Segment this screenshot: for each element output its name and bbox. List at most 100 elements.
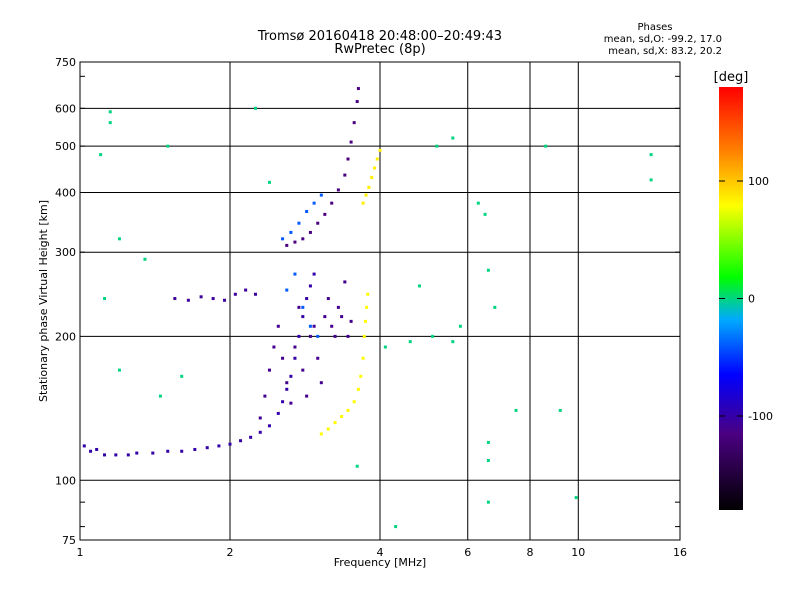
data-point bbox=[493, 305, 497, 309]
x-tick-label: 6 bbox=[464, 546, 471, 559]
x-tick-label: 1 bbox=[77, 546, 84, 559]
data-point bbox=[308, 334, 312, 338]
data-point bbox=[451, 136, 455, 140]
data-point bbox=[117, 237, 121, 241]
data-point bbox=[364, 193, 368, 197]
data-point bbox=[228, 442, 232, 446]
data-point bbox=[301, 315, 305, 319]
data-point bbox=[346, 334, 350, 338]
data-point bbox=[356, 387, 360, 391]
data-point bbox=[301, 305, 305, 309]
data-point bbox=[323, 315, 327, 319]
data-point bbox=[249, 435, 253, 439]
data-point bbox=[293, 345, 297, 349]
y-tick-label: 300 bbox=[55, 246, 76, 259]
chart-subtitle: RwPretec (8p) bbox=[334, 42, 425, 57]
data-point bbox=[574, 496, 578, 500]
data-point bbox=[330, 324, 334, 328]
data-point bbox=[285, 243, 289, 247]
data-point bbox=[233, 292, 237, 296]
data-point bbox=[316, 221, 320, 225]
data-point bbox=[205, 446, 209, 450]
data-point bbox=[330, 201, 334, 205]
data-point bbox=[114, 453, 118, 457]
x-tick-label: 8 bbox=[527, 546, 534, 559]
data-point bbox=[267, 424, 271, 428]
data-point bbox=[417, 284, 421, 288]
data-point bbox=[323, 212, 327, 216]
data-point bbox=[356, 87, 360, 91]
data-point bbox=[362, 334, 366, 338]
data-point bbox=[367, 185, 371, 189]
phases-mean-o: mean, sd,O: -99.2, 17.0 bbox=[604, 34, 722, 45]
data-point bbox=[95, 447, 99, 451]
data-point bbox=[343, 280, 347, 284]
data-point bbox=[346, 408, 350, 412]
data-point bbox=[258, 416, 262, 420]
data-point bbox=[333, 334, 337, 338]
data-point bbox=[158, 394, 162, 398]
data-point bbox=[326, 297, 330, 301]
data-point bbox=[378, 148, 382, 152]
data-point bbox=[289, 230, 293, 234]
data-point bbox=[135, 451, 139, 455]
data-point bbox=[458, 324, 462, 328]
data-point bbox=[285, 387, 289, 391]
data-point bbox=[336, 188, 340, 192]
data-point bbox=[281, 400, 285, 404]
colorbar-label: [deg] bbox=[714, 70, 749, 85]
data-point bbox=[349, 140, 353, 144]
data-point bbox=[223, 298, 227, 302]
data-point bbox=[514, 408, 518, 412]
y-tick-label: 100 bbox=[55, 474, 76, 487]
data-point bbox=[211, 297, 215, 301]
data-point bbox=[359, 374, 363, 378]
data-point bbox=[383, 345, 387, 349]
data-point bbox=[289, 374, 293, 378]
data-point bbox=[108, 110, 112, 114]
data-point bbox=[649, 178, 653, 182]
data-point bbox=[316, 356, 320, 360]
data-point bbox=[375, 157, 379, 161]
data-point bbox=[193, 447, 197, 451]
data-point bbox=[297, 305, 301, 309]
x-tick-label: 16 bbox=[673, 546, 687, 559]
data-point bbox=[281, 356, 285, 360]
data-point bbox=[199, 295, 203, 299]
data-point bbox=[316, 334, 320, 338]
data-point bbox=[267, 180, 271, 184]
data-point bbox=[305, 297, 309, 301]
data-point bbox=[486, 268, 490, 272]
y-tick-label: 500 bbox=[55, 140, 76, 153]
data-point bbox=[352, 121, 356, 125]
data-point bbox=[305, 210, 309, 214]
data-point bbox=[143, 257, 147, 261]
data-point bbox=[312, 201, 316, 205]
data-point bbox=[486, 500, 490, 504]
data-point bbox=[333, 421, 337, 425]
data-point bbox=[319, 193, 323, 197]
data-point bbox=[308, 324, 312, 328]
data-point bbox=[285, 381, 289, 385]
data-point bbox=[483, 212, 487, 216]
data-point bbox=[486, 458, 490, 462]
data-point bbox=[276, 324, 280, 328]
data-point bbox=[293, 272, 297, 276]
grid-lines bbox=[80, 62, 680, 540]
phases-title: Phases bbox=[637, 22, 672, 33]
data-point bbox=[186, 298, 190, 302]
data-point bbox=[103, 297, 107, 301]
data-point bbox=[166, 144, 170, 148]
data-point bbox=[293, 240, 297, 244]
data-point bbox=[244, 288, 248, 292]
data-point bbox=[312, 272, 316, 276]
data-point bbox=[217, 444, 221, 448]
data-point bbox=[340, 315, 344, 319]
data-point bbox=[394, 525, 398, 529]
chart-title: Tromsø 20160418 20:48:00–20:49:43 bbox=[257, 29, 502, 44]
y-tick-label: 600 bbox=[55, 102, 76, 115]
data-point bbox=[431, 334, 435, 338]
data-point bbox=[108, 121, 112, 125]
y-tick-label: 75 bbox=[62, 534, 76, 547]
